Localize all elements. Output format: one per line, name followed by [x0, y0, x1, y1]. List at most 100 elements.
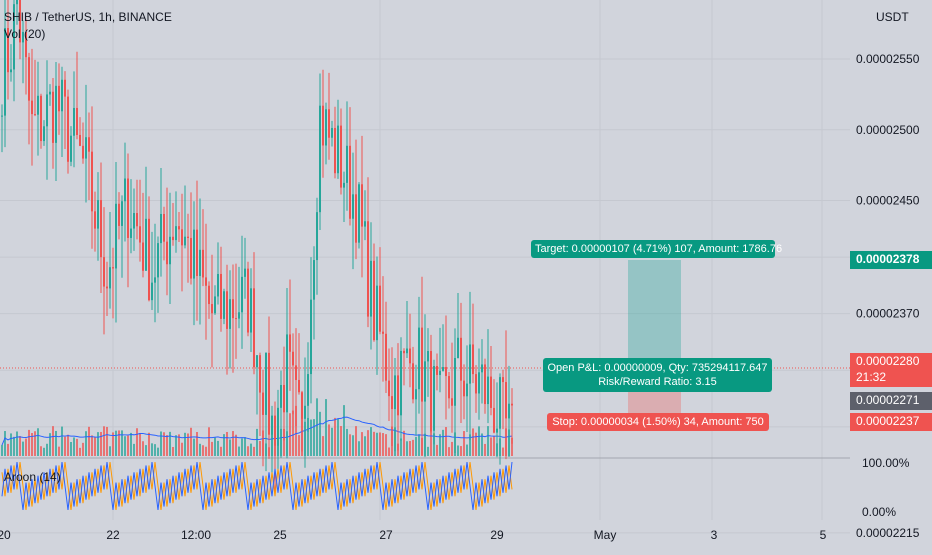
- candle-body: [469, 344, 471, 384]
- volume-bar: [16, 431, 18, 456]
- stop-label[interactable]: Stop: 0.00000034 (1.50%) 34, Amount: 750: [547, 413, 769, 431]
- candle-body: [58, 85, 60, 112]
- volume-bar: [64, 436, 66, 456]
- volume-bar: [40, 446, 42, 456]
- volume-bar: [61, 426, 63, 456]
- candle-body: [424, 361, 426, 402]
- candle-body: [274, 415, 276, 446]
- volume-bar: [361, 432, 363, 456]
- candle-body: [349, 145, 351, 219]
- candle-body: [415, 389, 417, 400]
- volume-bar: [370, 427, 372, 456]
- candle-body: [163, 213, 165, 242]
- candle-body: [43, 126, 45, 142]
- volume-bar: [211, 441, 213, 456]
- volume-bar: [445, 427, 447, 456]
- volume-bar: [466, 444, 468, 456]
- candle-body: [301, 392, 303, 419]
- candle-body: [256, 355, 258, 368]
- candle-body: [361, 184, 363, 227]
- volume-bar: [202, 445, 204, 456]
- volume-bar: [151, 443, 153, 456]
- price-tick-label: 0.00002550: [856, 52, 920, 66]
- candle-body: [13, 4, 15, 70]
- volume-bar: [28, 429, 30, 456]
- volume-bar: [295, 405, 297, 456]
- candle-body: [187, 236, 189, 238]
- candle-body: [430, 351, 432, 431]
- candle-body: [193, 229, 195, 279]
- volume-bar: [382, 433, 384, 456]
- candle-body: [184, 236, 186, 246]
- aroon-indicator-label: Aroon (14): [4, 470, 61, 484]
- volume-bar: [373, 431, 375, 456]
- candle-body: [376, 285, 378, 341]
- candle-body: [106, 286, 108, 289]
- volume-bar: [457, 445, 459, 456]
- volume-bar: [103, 426, 105, 456]
- candle-body: [76, 107, 78, 135]
- candle-body: [370, 260, 372, 317]
- candle-body: [445, 367, 447, 377]
- candle-body: [70, 135, 72, 162]
- candle-body: [268, 352, 270, 435]
- volume-bar: [253, 446, 255, 456]
- volume-bar: [52, 426, 54, 456]
- time-tick-label: 12:00: [181, 528, 211, 542]
- candle-body: [205, 277, 207, 286]
- volume-bar: [118, 430, 120, 456]
- open-pnl-label[interactable]: Open P&L: 0.00000009, Qty: 735294117.647…: [543, 358, 772, 392]
- candle-body: [457, 337, 459, 358]
- candle-body: [151, 282, 153, 301]
- volume-bar: [325, 399, 327, 456]
- volume-bar: [19, 436, 21, 456]
- candle-body: [397, 375, 399, 416]
- volume-bar: [220, 446, 222, 456]
- candle-body: [463, 380, 465, 397]
- candle-body: [358, 184, 360, 243]
- volume-bar: [409, 441, 411, 456]
- candle-body: [94, 211, 96, 229]
- candle-body: [418, 327, 420, 390]
- volume-bar: [502, 447, 504, 456]
- volume-bar: [355, 426, 357, 456]
- volume-bar: [484, 443, 486, 456]
- volume-bar: [490, 437, 492, 456]
- candle-body: [67, 96, 69, 162]
- candle-body: [406, 348, 408, 354]
- volume-bar: [406, 441, 408, 456]
- candle-body: [262, 392, 264, 415]
- candles: [0, 0, 850, 495]
- volume-bar: [334, 417, 336, 456]
- candle-body: [229, 299, 231, 329]
- candle-body: [508, 403, 510, 419]
- candle-body: [298, 379, 300, 393]
- candle-body: [16, 0, 18, 5]
- candle-body: [259, 355, 261, 393]
- candle-body: [55, 85, 57, 143]
- candle-body: [175, 226, 177, 241]
- volume-bar: [352, 435, 354, 456]
- volume-bar: [79, 447, 81, 456]
- aroon-tick-100: 100.00%: [862, 456, 910, 470]
- stop-price-tag: 0.00002237: [850, 413, 932, 431]
- volume-bar: [448, 447, 450, 456]
- candle-body: [328, 109, 330, 138]
- candle-body: [460, 337, 462, 381]
- long-position-zone[interactable]: [628, 260, 681, 420]
- candle-body: [37, 95, 39, 115]
- volume-bar: [340, 426, 342, 456]
- candle-body: [322, 105, 324, 146]
- target-label[interactable]: Target: 0.00000107 (4.71%) 107, Amount: …: [531, 240, 782, 258]
- candle-body: [280, 384, 282, 408]
- volume-bar: [214, 437, 216, 456]
- candle-body: [181, 229, 183, 246]
- candle-body: [91, 151, 93, 212]
- candle-body: [340, 125, 342, 188]
- volume-bar: [226, 431, 228, 456]
- volume-bar: [307, 417, 309, 456]
- open-pnl-line: Open P&L: 0.00000009, Qty: 735294117.647: [547, 362, 768, 374]
- candle-body: [115, 203, 117, 269]
